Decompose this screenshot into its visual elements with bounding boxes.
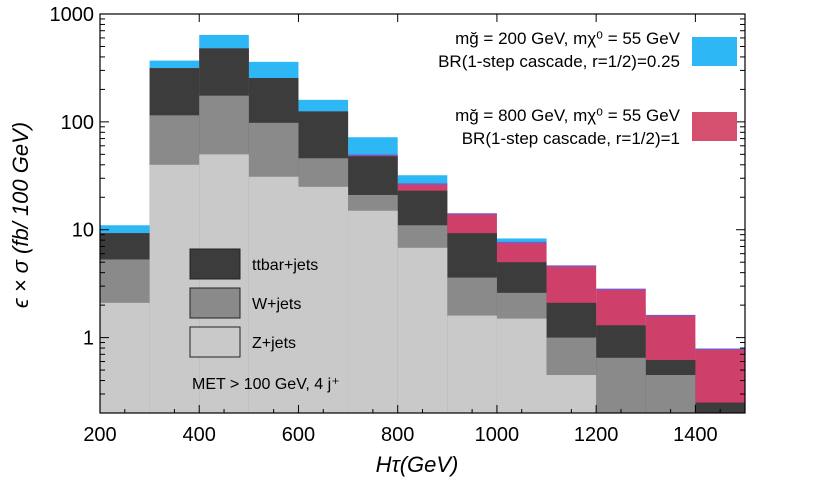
bar-z-jets-6 (397, 247, 448, 413)
bar-signal-800-12 (695, 349, 745, 413)
legend-label-ttbar: ttbar+jets (252, 257, 318, 274)
bar-z-jets-9 (546, 375, 597, 413)
signal-200-swatch (692, 37, 737, 66)
x-tick-label-1400: 1400 (673, 424, 718, 446)
legend-swatch-z (189, 326, 241, 358)
signal-800-line2: BR(1-step cascade, r=1/2)=1 (462, 129, 680, 148)
cut-annotation: MET > 100 GeV, 4 j⁺ (192, 376, 340, 393)
bar-z-jets-3 (248, 176, 299, 413)
x-tick-label-1200: 1200 (574, 424, 619, 446)
legend-swatch-ttbar (189, 248, 241, 280)
signal-800-swatch (692, 112, 737, 141)
bar-z-jets-0 (100, 302, 150, 413)
x-tick-label-200: 200 (83, 424, 116, 446)
x-tick-label-800: 800 (381, 424, 414, 446)
y-axis-label: ϵ × σ (fb/ 100 GeV) (8, 122, 33, 308)
bar-z-jets-7 (447, 315, 497, 413)
bar-ttbar-jets-12 (695, 402, 745, 413)
bars-layer (100, 34, 745, 414)
signal-800-line1: mğ = 800 GeV, mχ⁰ = 55 GeV (455, 106, 681, 125)
x-axis-label: Hτ(GeV) (376, 452, 459, 477)
x-tick-label-600: 600 (282, 424, 315, 446)
bar-w-jets-11 (645, 375, 696, 413)
signal-200-line2: BR(1-step cascade, r=1/2)=0.25 (438, 52, 680, 71)
signal-legend: mğ = 200 GeV, mχ⁰ = 55 GeV BR(1-step cas… (438, 29, 737, 148)
bar-z-jets-5 (348, 210, 398, 413)
legend-swatch-w (189, 287, 241, 319)
signal-200-line1: mğ = 200 GeV, mχ⁰ = 55 GeV (455, 29, 681, 48)
legend-label-w: W+jets (252, 296, 301, 313)
x-tick-label-1000: 1000 (475, 424, 520, 446)
bar-z-jets-4 (298, 186, 349, 413)
bar-w-jets-10 (596, 357, 646, 413)
ticks-layer: 200 400 600 800 1000 1200 1400 1 10 100 1000 (50, 4, 745, 446)
y-tick-label-1000: 1000 (50, 4, 95, 26)
legend-label-z: Z+jets (252, 335, 296, 352)
y-tick-label-1: 1 (83, 328, 94, 350)
bar-z-jets-2 (199, 154, 249, 413)
y-tick-label-100: 100 (61, 112, 94, 134)
bar-z-jets-8 (496, 318, 547, 413)
x-tick-label-400: 400 (183, 424, 216, 446)
y-tick-label-10: 10 (72, 220, 94, 242)
background-legend: ttbar+jets W+jets Z+jets (189, 248, 318, 358)
